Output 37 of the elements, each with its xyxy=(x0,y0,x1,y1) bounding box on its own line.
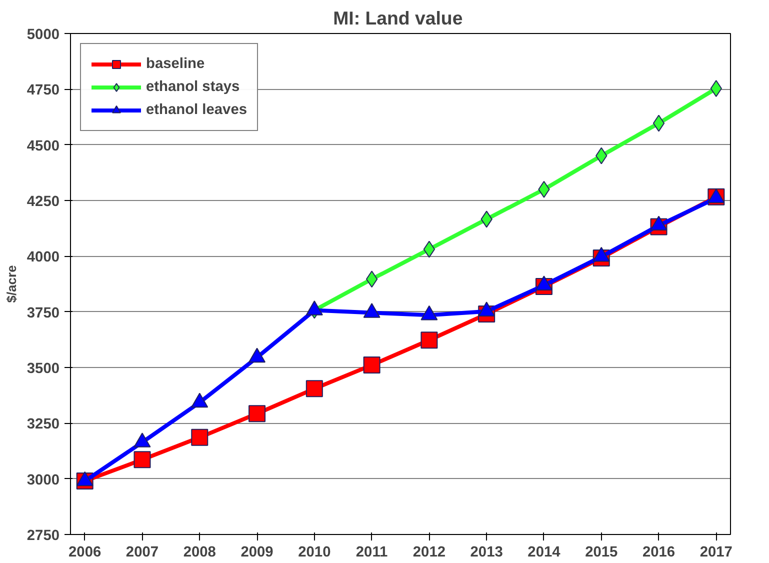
point xyxy=(191,428,208,446)
point xyxy=(710,80,722,97)
y-tick-label: 4250 xyxy=(26,194,60,210)
legend-label: ethanol leaves xyxy=(146,102,248,118)
point xyxy=(652,114,665,132)
y-axis-title: $/acre xyxy=(4,265,19,303)
y-tick-label: 3750 xyxy=(26,305,60,322)
point xyxy=(420,332,438,349)
x-tick-label: 2006 xyxy=(68,544,102,560)
x-tick-label: 2011 xyxy=(356,544,388,560)
x-tick-label: 2014 xyxy=(528,544,562,560)
y-tick-label: 4000 xyxy=(26,250,60,266)
x-tick-label: 2017 xyxy=(700,544,732,560)
chart-title: MI: Land value xyxy=(333,8,463,28)
point xyxy=(248,405,266,422)
legend-label: baseline xyxy=(146,56,205,72)
x-tick-label: 2015 xyxy=(585,544,618,560)
point xyxy=(366,270,378,288)
x-tick-label: 2013 xyxy=(470,544,503,560)
point xyxy=(363,356,380,374)
y-tick-label: 2750 xyxy=(26,528,60,544)
point xyxy=(134,451,151,468)
x-tick-label: 2010 xyxy=(298,544,331,560)
point xyxy=(423,240,436,258)
x-tick-label: 2012 xyxy=(412,544,446,560)
legend-label: ethanol stays xyxy=(146,79,240,95)
x-tick-label: 2007 xyxy=(126,544,159,560)
x-tick-label: 2016 xyxy=(642,544,676,560)
y-tick-label: 3250 xyxy=(26,416,60,433)
x-tick-label: 2009 xyxy=(240,544,274,560)
point xyxy=(306,380,323,398)
y-tick-label: 3500 xyxy=(26,361,60,377)
y-tick-label: 3000 xyxy=(26,472,60,488)
x-tick-label: 2008 xyxy=(183,544,216,560)
y-tick-label: 4750 xyxy=(26,82,60,99)
y-tick-label: 5000 xyxy=(26,27,60,43)
y-tick-label: 4500 xyxy=(26,138,60,154)
